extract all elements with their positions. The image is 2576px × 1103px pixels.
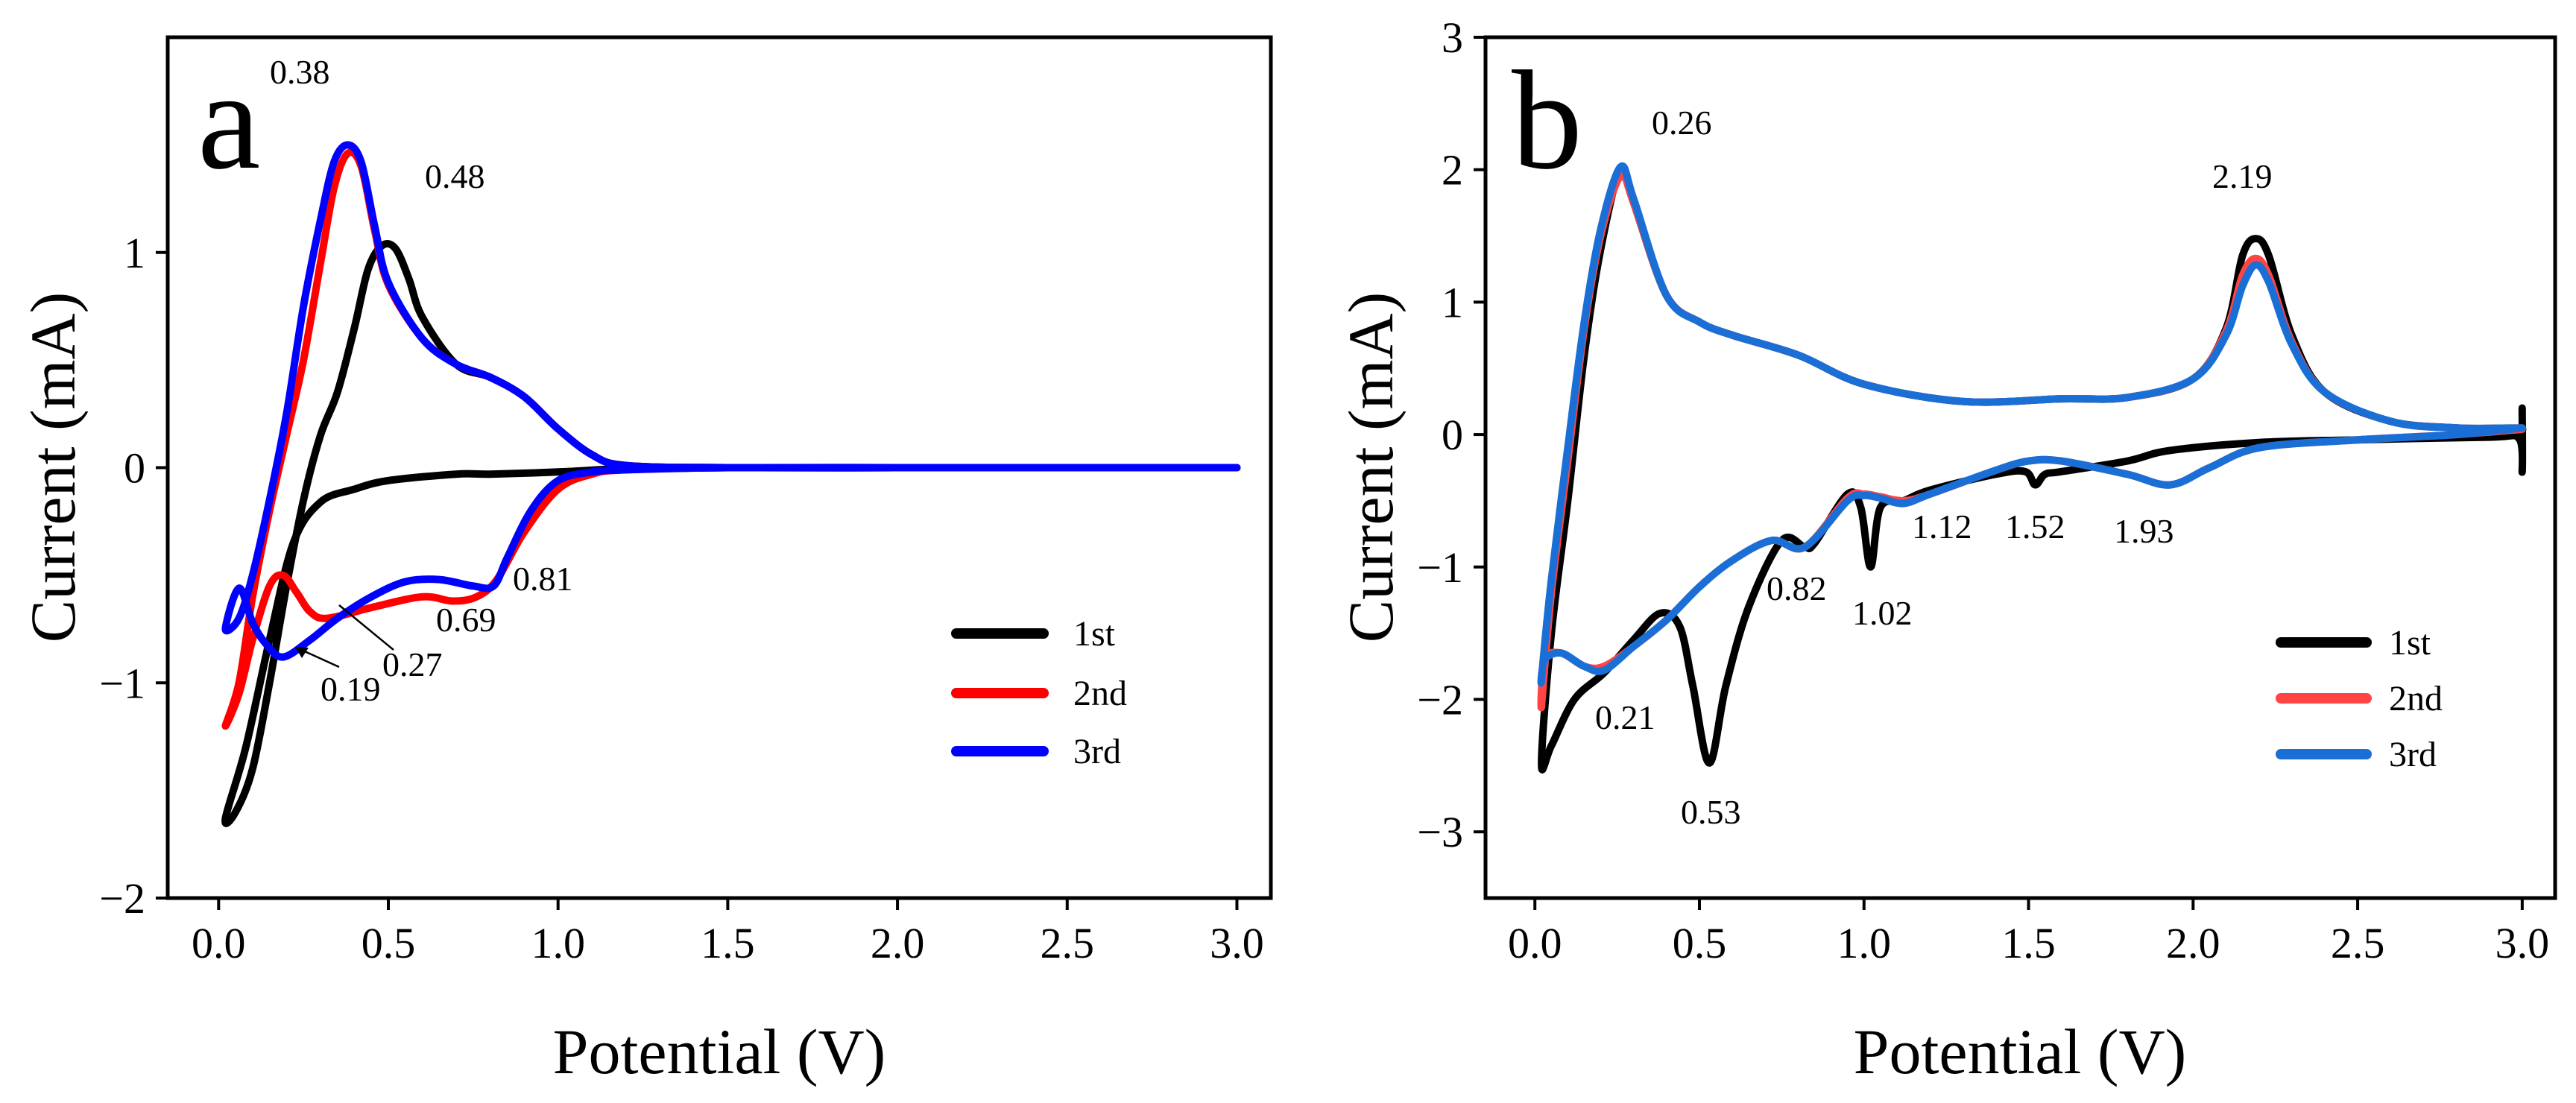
panel-b-annotation-0.53: 0.53 [1681,793,1741,831]
panel-b-legend: 1st 2nd 3rd [2276,623,2443,774]
panel-a-x-tick-label: 2.0 [871,919,925,967]
panel-a-x-tick-label: 0.5 [362,919,416,967]
panel-a-annotation-0.19: 0.19 [321,670,381,708]
panel-a-x-tick-label: 3.0 [1210,919,1264,967]
panel-a-legend-label-1st: 1st [1073,614,1116,654]
panel-a-y-tick-label: 0 [124,444,145,493]
panel-a-x-axis-title: Potential (V) [553,1016,886,1087]
panel-a-letter: a [198,42,260,199]
panel-b-x-tick-label: 0.5 [1673,919,1727,967]
panel-b-annotation-1.52: 1.52 [2005,508,2065,546]
panel-a-x-tick-label: 0.0 [192,919,246,967]
panel-a-series-3rd [221,141,1241,661]
panel-b-annotation-1.02: 1.02 [1852,594,1913,632]
panel-a-x-tick-label: 2.5 [1041,919,1095,967]
panel-b-x-axis-title: Potential (V) [1854,1016,2187,1087]
panel-b-x-tick-label: 1.5 [2001,919,2056,967]
panel-b-annotation-0.82: 0.82 [1767,569,1827,607]
panel-a-legend-label-3rd: 3rd [1073,732,1121,771]
panel-a-annotation-0.81: 0.81 [513,560,573,598]
panel-a-annotation-0.38: 0.38 [270,53,330,91]
panel-a-legend-label-2nd: 2nd [1073,674,1127,713]
panel-b-y-tick-label: 2 [1442,146,1463,195]
panel-b-plot-frame [1483,35,2557,900]
panel-b-y-tick-label: −1 [1417,543,1463,592]
panel-b-legend-label-2nd: 2nd [2389,679,2443,718]
panel-a-annotation-0.27: 0.27 [382,645,443,683]
panel-a-x-tick-label: 1.0 [531,919,585,967]
panel-b-annotation-1.93: 1.93 [2114,512,2174,550]
panel-b-x-tick-label: 2.0 [2166,919,2220,967]
panel-a-y-tick-label: −2 [99,874,145,923]
panel-b: 0.0 0.5 1.0 1.5 2.0 2.5 3.0 −3 −2 −1 0 1 2 3 b Potent… [1335,13,2557,1087]
panel-b-y-tick-label: −3 [1417,808,1463,856]
panel-a-y-tick-label: 1 [124,229,145,277]
panel-a-annotation-pointer-0.27 [338,604,394,651]
panel-a-y-axis-title: Current (mA) [17,292,89,642]
panel-a-x-tick-label: 1.5 [701,919,755,967]
panel-b-ticks: 0.0 0.5 1.0 1.5 2.0 2.5 3.0 −3 −2 −1 0 1 2 3 [1417,13,2549,967]
panel-b-annotation-1.12: 1.12 [1912,508,1972,546]
panel-a: 0.0 0.5 1.0 1.5 2.0 2.5 3.0 −2 −1 0 1 a Potential … [17,35,1273,1087]
panel-a-legend: 1st 2nd 3rd [951,614,1127,771]
panel-b-y-axis-title: Current (mA) [1335,292,1407,642]
panel-b-letter: b [1512,42,1582,199]
panel-b-series-3rd [1537,162,2526,687]
panel-b-annotation-0.26: 0.26 [1652,104,1712,142]
panel-b-x-tick-label: 3.0 [2496,919,2550,967]
panel-a-annotation-arrowhead-0.19 [295,647,309,658]
panel-b-series [1537,162,2527,774]
panel-a-y-tick-label: −1 [99,659,145,707]
panel-b-x-tick-label: 2.5 [2331,919,2385,967]
panel-b-legend-label-3rd: 3rd [2389,735,2437,774]
panel-b-annotation-2.19: 2.19 [2212,157,2273,195]
panel-b-x-tick-label: 1.0 [1837,919,1892,967]
panel-a-series [221,141,1241,827]
panel-b-series-1st [1538,164,2527,774]
panel-b-annotation-0.21: 0.21 [1595,698,1655,736]
panel-b-y-tick-label: −2 [1417,675,1463,724]
panel-b-legend-label-1st: 1st [2389,623,2431,663]
panel-b-y-tick-label: 3 [1442,13,1463,62]
panel-a-annotation-0.48: 0.48 [425,157,485,195]
panel-b-y-tick-label: 0 [1442,411,1463,459]
panel-b-y-tick-label: 1 [1442,278,1463,326]
panel-a-ticks: 0.0 0.5 1.0 1.5 2.0 2.5 3.0 −2 −1 0 1 [99,229,1263,967]
panel-b-x-tick-label: 0.0 [1508,919,1562,967]
panel-a-annotation-0.69: 0.69 [436,601,496,639]
